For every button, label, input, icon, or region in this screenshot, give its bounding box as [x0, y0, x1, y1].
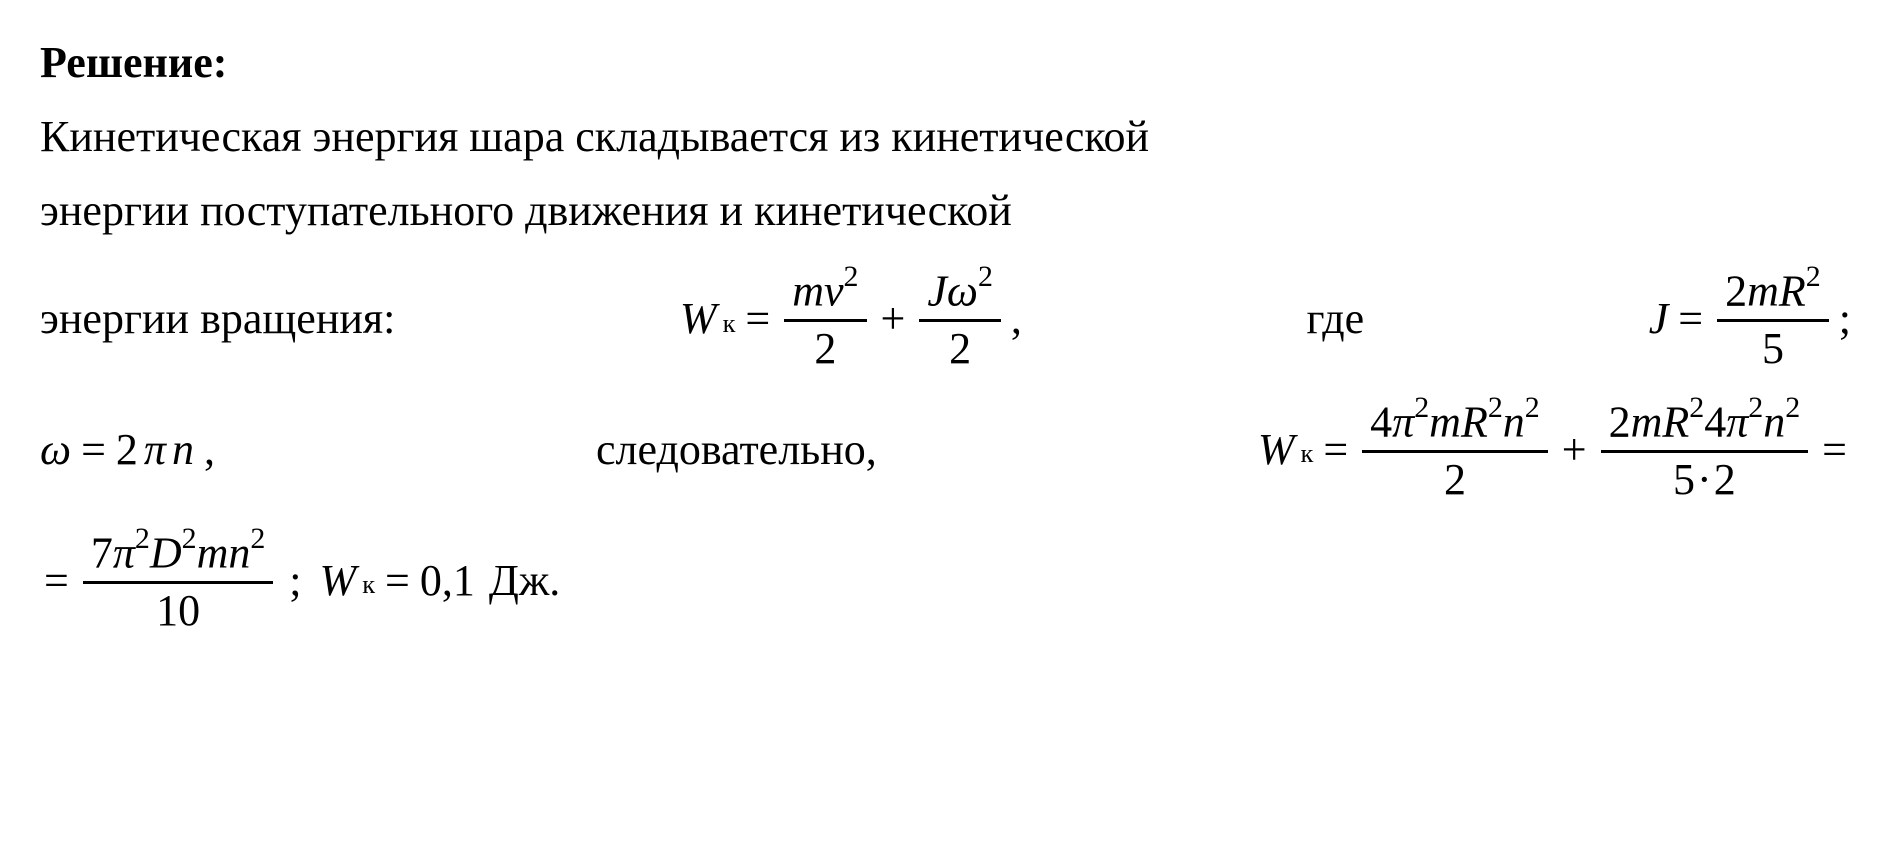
prose-line-2: энергии поступательного движения и кинет… — [40, 178, 1851, 244]
sup-2-6: 2 — [1525, 391, 1540, 424]
var-W-3: W — [320, 548, 357, 614]
prose-line-3-prefix: энергии вращения: — [40, 286, 395, 352]
den-5-2: 5 — [1673, 455, 1695, 504]
sup-2-1: 2 — [844, 260, 859, 293]
equals-5-trailing: = — [1822, 417, 1847, 483]
var-D: D — [150, 528, 182, 577]
var-W-2: W — [1258, 417, 1295, 483]
semicolon-1: ; — [1839, 286, 1851, 352]
comma-1: , — [1011, 286, 1022, 352]
sub-k-2: к — [1301, 434, 1314, 474]
dot-op: · — [1697, 455, 1712, 504]
therefore-word: следовательно, — [596, 417, 877, 483]
frac-7pi2D2mn2-over-10: 7π2D2mn2 10 — [83, 526, 273, 637]
sup-2-4: 2 — [1414, 391, 1429, 424]
var-R-3: R — [1662, 398, 1689, 447]
result-value: 0,1 — [420, 548, 475, 614]
var-W: W — [680, 286, 717, 352]
den-2-3: 2 — [1362, 450, 1548, 506]
var-m-1: m — [792, 267, 824, 316]
formula-omega-def: ω = 2πn , — [40, 417, 215, 483]
formula-J-def: J = 2mR2 5 ; — [1649, 264, 1851, 375]
sup-2-12: 2 — [250, 522, 265, 555]
sup-2-3: 2 — [1806, 260, 1821, 293]
equals-7: = — [385, 548, 410, 614]
formula-Wk-expanded: Wк = 4π2mR2n2 2 + 2mR24π2n2 5·2 = — [1258, 395, 1851, 506]
equals-2: = — [1678, 286, 1703, 352]
equation-line-2: ω = 2πn , следовательно, Wк = 4π2mR2n2 2… — [40, 395, 1851, 506]
var-n-2: n — [1503, 398, 1525, 447]
equation-line-1: энергии вращения: Wк = mv2 2 + Jω2 2 , г… — [40, 264, 1851, 375]
den-2-1: 2 — [784, 319, 866, 375]
var-m-2: m — [1747, 267, 1779, 316]
solution-heading: Решение: — [40, 30, 1851, 96]
den-5-1: 5 — [1717, 319, 1829, 375]
var-R-1: R — [1779, 267, 1806, 316]
plus-2: + — [1562, 417, 1587, 483]
num-2-2: 2 — [116, 417, 138, 483]
var-v: v — [824, 267, 844, 316]
num-4-2: 4 — [1704, 398, 1726, 447]
var-J-1: J — [927, 267, 947, 316]
equals-6-leading: = — [44, 548, 69, 614]
sup-2-2: 2 — [978, 260, 993, 293]
den-2-2: 2 — [919, 319, 1001, 375]
var-omega-1: ω — [947, 267, 978, 316]
var-m-4: m — [1631, 398, 1663, 447]
frac-mv2-over-2: mv2 2 — [784, 264, 866, 375]
sup-2-7: 2 — [1689, 391, 1704, 424]
var-R-2: R — [1461, 398, 1488, 447]
formula-result: Wк = 0,1 Дж. — [320, 548, 561, 614]
frac-4pi2mR2n2-over-2: 4π2mR2n2 2 — [1362, 395, 1548, 506]
sup-2-5: 2 — [1488, 391, 1503, 424]
var-n-4: n — [228, 528, 250, 577]
sub-k-3: к — [362, 565, 375, 605]
var-m-5: m — [197, 528, 229, 577]
sup-2-9: 2 — [1785, 391, 1800, 424]
comma-2: , — [204, 417, 215, 483]
prose-line-1: Кинетическая энергия шара складывается и… — [40, 104, 1851, 170]
frac-2mR2-over-5: 2mR2 5 — [1717, 264, 1829, 375]
num-2-3: 2 — [1609, 398, 1631, 447]
var-pi-1: π — [144, 417, 166, 483]
equals-3: = — [81, 417, 106, 483]
plus-1: + — [881, 286, 906, 352]
den-2-4: 2 — [1714, 455, 1736, 504]
frac-2mR24pi2n2-over-5dot2: 2mR24π2n2 5·2 — [1601, 395, 1809, 506]
var-n-1: n — [172, 417, 194, 483]
sub-k-1: к — [723, 304, 736, 344]
num-7: 7 — [91, 528, 113, 577]
var-pi-3: π — [1726, 398, 1748, 447]
equation-line-3: = 7π2D2mn2 10 ; Wк = 0,1 Дж. — [40, 526, 1851, 637]
formula-Wk-def: Wк = mv2 2 + Jω2 2 , — [680, 264, 1022, 375]
frac-Jw2-over-2: Jω2 2 — [919, 264, 1001, 375]
semicolon-2: ; — [289, 548, 301, 614]
var-n-3: n — [1763, 398, 1785, 447]
result-unit: Дж. — [489, 548, 560, 614]
sup-2-11: 2 — [182, 522, 197, 555]
num-2-1: 2 — [1725, 267, 1747, 316]
var-omega-2: ω — [40, 417, 71, 483]
equals-4: = — [1323, 417, 1348, 483]
num-4-1: 4 — [1370, 398, 1392, 447]
sup-2-8: 2 — [1748, 391, 1763, 424]
where-word: где — [1306, 286, 1364, 352]
var-J-2: J — [1649, 286, 1669, 352]
var-pi-2: π — [1392, 398, 1414, 447]
equals-1: = — [745, 286, 770, 352]
den-10: 10 — [83, 581, 273, 637]
formula-final-frac: = 7π2D2mn2 10 ; — [40, 526, 302, 637]
sup-2-10: 2 — [135, 522, 150, 555]
var-pi-4: π — [113, 528, 135, 577]
var-m-3: m — [1429, 398, 1461, 447]
